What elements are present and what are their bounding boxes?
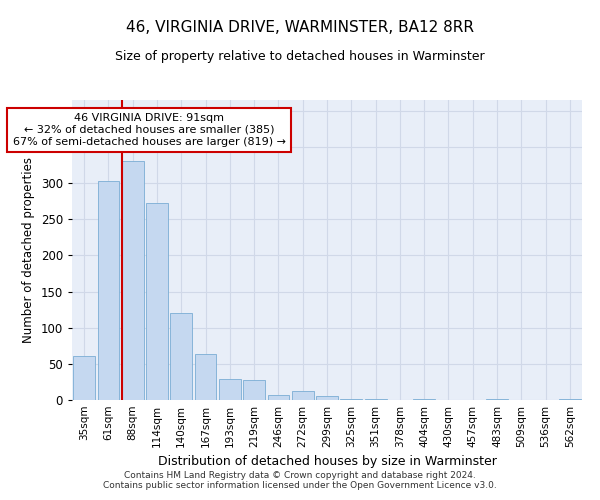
- Bar: [559, 398, 581, 400]
- Text: 46 VIRGINIA DRIVE: 91sqm
← 32% of detached houses are smaller (385)
67% of semi-: 46 VIRGINIA DRIVE: 91sqm ← 32% of detach…: [13, 114, 286, 146]
- Bar: [146, 202, 168, 400]
- Text: Size of property relative to detached houses in Warminster: Size of property relative to detached ho…: [115, 50, 485, 63]
- Bar: [219, 379, 241, 400]
- Bar: [243, 380, 265, 400]
- Bar: [316, 396, 338, 400]
- Bar: [292, 390, 314, 400]
- Bar: [194, 354, 217, 400]
- Bar: [73, 356, 95, 400]
- Text: 46, VIRGINIA DRIVE, WARMINSTER, BA12 8RR: 46, VIRGINIA DRIVE, WARMINSTER, BA12 8RR: [126, 20, 474, 35]
- Y-axis label: Number of detached properties: Number of detached properties: [22, 157, 35, 343]
- Text: Contains HM Land Registry data © Crown copyright and database right 2024.
Contai: Contains HM Land Registry data © Crown c…: [103, 470, 497, 490]
- X-axis label: Distribution of detached houses by size in Warminster: Distribution of detached houses by size …: [158, 456, 496, 468]
- Bar: [97, 181, 119, 400]
- Bar: [122, 162, 143, 400]
- Bar: [170, 314, 192, 400]
- Bar: [268, 395, 289, 400]
